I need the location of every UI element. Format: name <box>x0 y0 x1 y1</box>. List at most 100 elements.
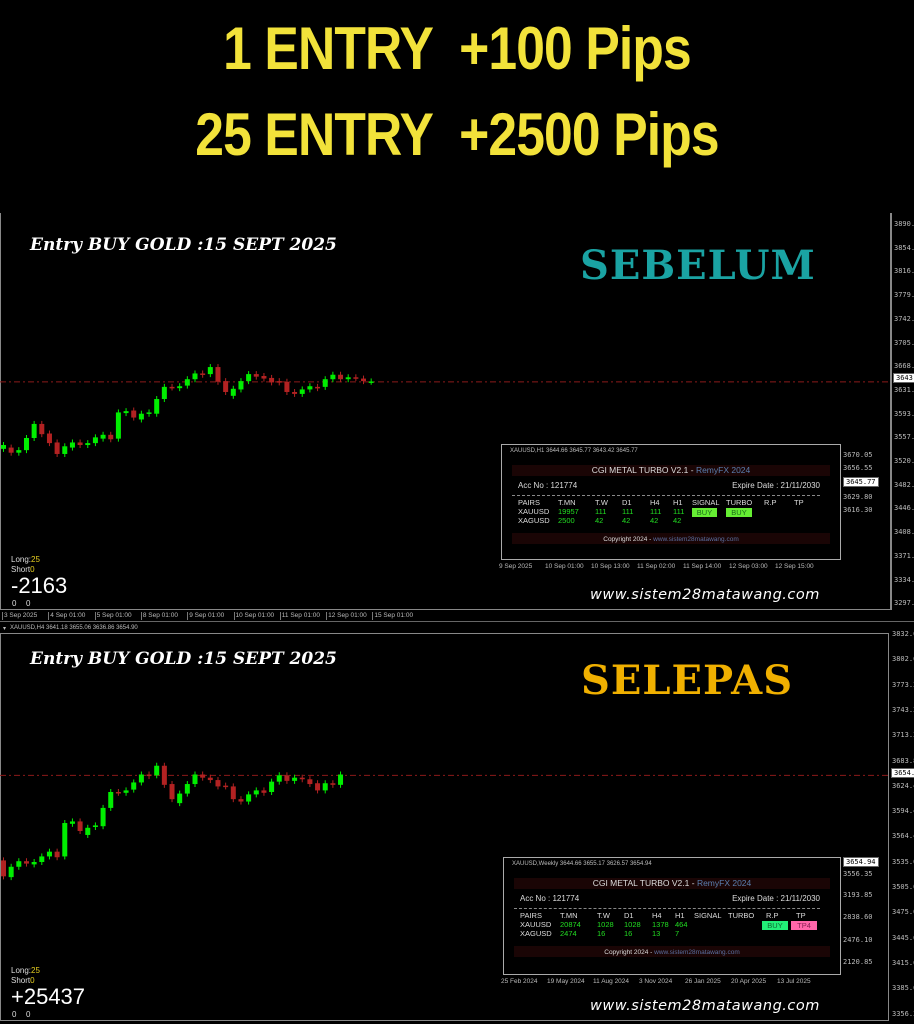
short-count: Short0 <box>11 565 35 574</box>
price-tick: 3713.20 <box>892 731 914 740</box>
price-tick: 3535.00 <box>892 857 914 866</box>
bull-candle <box>246 374 252 382</box>
bear-candle <box>46 433 52 444</box>
website-watermark: www.sistem28matawang.com <box>590 587 820 603</box>
bear-candle <box>299 777 305 780</box>
pair-value: 19957 <box>558 507 579 516</box>
time-tick: 5 Sep 01:00 <box>94 612 132 620</box>
bull-candle <box>62 446 68 454</box>
stamp-selepas: SELEPAS <box>581 657 794 704</box>
price-tick: 3802.60 <box>892 655 914 664</box>
panel-copyright-bar: Copyright 2024 - www.sistem28matawang.co… <box>512 533 830 544</box>
panel-price-tick: 2120.85 <box>843 958 873 966</box>
short-value: 0 <box>30 976 35 985</box>
bull-candle <box>146 412 152 414</box>
pair-name: XAGUSD <box>518 516 550 525</box>
bear-candle <box>223 785 229 788</box>
chart-symbol-header: XAUUSD,H4 3641.18 3655.06 3636.86 3654.9… <box>10 625 138 631</box>
price-tick: 3773.20 <box>892 680 914 689</box>
bull-candle <box>85 443 91 446</box>
chart-after-frame[interactable] <box>0 633 889 1021</box>
bull-candle <box>177 793 183 804</box>
bull-candle <box>100 807 106 827</box>
bear-candle <box>77 821 83 831</box>
bull-candle <box>269 781 275 792</box>
chart-after-titlebar: ▾ XAUUSD,H4 3641.18 3655.06 3636.86 3654… <box>0 621 914 633</box>
panel-time-tick: 11 Aug 2024 <box>593 978 630 985</box>
bear-candle <box>253 374 259 377</box>
time-tick: 11 Sep 01:00 <box>279 612 320 620</box>
short-label: Short <box>11 565 31 574</box>
price-axis-divider <box>891 213 892 610</box>
bull-candle <box>115 412 121 439</box>
panel-time-tick: 10 Sep 01:00 <box>545 563 584 570</box>
bull-candle <box>177 386 183 389</box>
bull-candle <box>69 821 75 824</box>
pair-name: XAUUSD <box>520 920 552 929</box>
chart-before-frame[interactable] <box>0 213 891 610</box>
panel-symbol-header: XAUUSD,H1 3644.66 3645.77 3643.42 3645.7… <box>510 448 638 454</box>
column-header: T.MN <box>560 911 578 920</box>
bull-candle <box>246 794 252 802</box>
bull-candle <box>154 399 160 414</box>
price-tick: 3415.60 <box>892 958 914 967</box>
price-tick: 3779.90 <box>894 291 914 300</box>
pair-value: 42 <box>622 516 631 525</box>
price-tick: 3371.90 <box>894 551 914 560</box>
bull-candle <box>307 386 313 390</box>
bear-candle <box>284 381 290 392</box>
price-tick: 3520.40 <box>894 457 914 465</box>
bear-candle <box>115 791 121 794</box>
copyright-url: www.sistem28matawang.com <box>653 536 739 543</box>
copyright-text: Copyright 2024 - <box>604 949 655 956</box>
panel-time-tick: 25 Feb 2024 <box>501 978 538 985</box>
price-tick: 3557.15 <box>894 433 914 442</box>
bear-candle <box>131 410 137 418</box>
stamp-sebelum: SEBELUM <box>580 242 816 289</box>
price-tick: 3408.65 <box>894 528 914 537</box>
column-header: R.P <box>766 911 779 920</box>
indicator-panel[interactable]: XAUUSD,H1 3644.66 3645.77 3643.42 3645.7… <box>501 444 841 560</box>
pair-value: 16 <box>597 929 606 938</box>
bear-candle <box>207 777 213 781</box>
bull-candle <box>92 825 98 827</box>
price-tick: 3356.20 <box>892 1009 914 1018</box>
pair-value: 20874 <box>560 920 581 929</box>
time-tick: 3 Sep 2025 <box>2 612 38 620</box>
time-tick: 10 Sep 01:00 <box>233 612 275 620</box>
bear-candle <box>292 391 298 394</box>
bear-candle <box>39 423 45 435</box>
pair-value: 1378 <box>652 920 669 929</box>
column-header: TURBO <box>728 911 755 920</box>
pair-value: 42 <box>650 516 659 525</box>
bull-candle <box>322 783 328 791</box>
short-count: Short0 <box>11 976 35 985</box>
bull-candle <box>16 861 22 867</box>
panel-price-tick: 3556.35 <box>843 870 873 878</box>
website-watermark: www.sistem28matawang.com <box>590 998 820 1014</box>
price-tick: 3742.40 <box>894 314 914 323</box>
bull-candle <box>192 774 198 785</box>
pair-value: 42 <box>595 516 604 525</box>
bull-candle <box>292 777 298 781</box>
bull-candle <box>238 381 244 390</box>
pair-value: 13 <box>652 929 661 938</box>
column-header: H1 <box>673 498 683 507</box>
bull-candle <box>184 379 190 386</box>
long-count: Long:25 <box>11 555 40 564</box>
bear-candle <box>200 774 206 778</box>
bear-candle <box>169 386 175 389</box>
pair-value: 111 <box>595 507 607 516</box>
bear-candle <box>338 374 344 380</box>
account-number: Acc No : 121774 <box>520 894 580 903</box>
price-tick: 3631.40 <box>894 385 914 394</box>
pair-name: XAUUSD <box>518 507 550 516</box>
column-header: T.W <box>595 498 608 507</box>
indicator-panel[interactable]: XAUUSD,Weekly 3644.66 3655.17 3626.57 36… <box>503 857 841 975</box>
account-number: Acc No : 121774 <box>518 481 578 490</box>
entry-text: Entry BUY GOLD :15 SEPT 2025 <box>30 649 337 669</box>
chart-menu-icon[interactable]: ▾ <box>3 626 7 632</box>
bull-candle <box>230 388 236 396</box>
price-tick: 3445.60 <box>892 933 914 942</box>
expire-date: Expire Date : 21/11/2030 <box>732 894 820 903</box>
